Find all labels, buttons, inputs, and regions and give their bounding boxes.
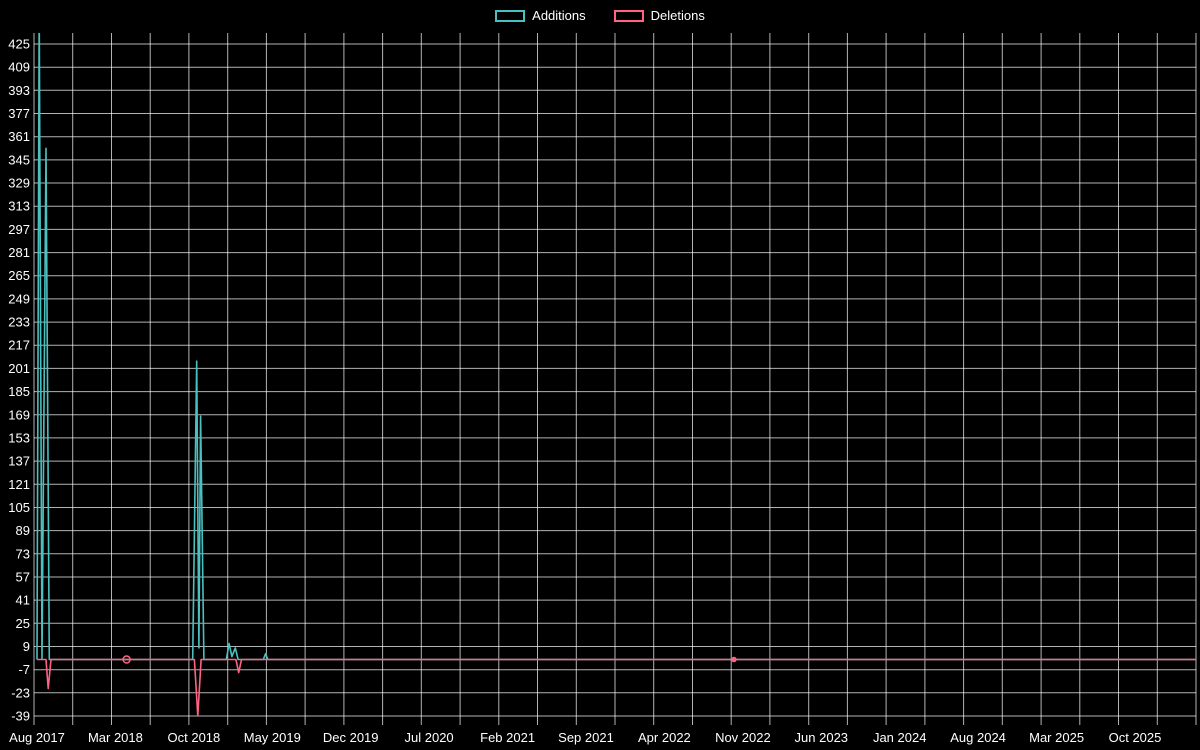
- svg-text:Apr 2022: Apr 2022: [638, 730, 691, 745]
- svg-text:Dec 2019: Dec 2019: [323, 730, 379, 745]
- svg-text:Aug 2017: Aug 2017: [9, 730, 65, 745]
- svg-text:57: 57: [16, 570, 30, 585]
- svg-text:297: 297: [8, 222, 30, 237]
- gridlines: [33, 33, 1197, 725]
- svg-text:329: 329: [8, 176, 30, 191]
- svg-text:Nov 2022: Nov 2022: [715, 730, 771, 745]
- svg-text:361: 361: [8, 129, 30, 144]
- svg-text:393: 393: [8, 83, 30, 98]
- svg-text:Jan 2024: Jan 2024: [873, 730, 927, 745]
- svg-text:233: 233: [8, 315, 30, 330]
- svg-text:Sep 2021: Sep 2021: [558, 730, 614, 745]
- series-line-deletions: [37, 658, 1196, 717]
- legend-item-deletions[interactable]: Deletions: [613, 8, 705, 23]
- svg-text:9: 9: [23, 639, 30, 654]
- svg-text:Jul 2020: Jul 2020: [405, 730, 454, 745]
- svg-text:Mar 2025: Mar 2025: [1029, 730, 1084, 745]
- svg-text:121: 121: [8, 477, 30, 492]
- svg-text:-39: -39: [11, 709, 30, 724]
- svg-text:41: 41: [16, 593, 30, 608]
- svg-text:-23: -23: [11, 685, 30, 700]
- svg-text:Aug 2024: Aug 2024: [950, 730, 1006, 745]
- svg-text:-7: -7: [18, 662, 30, 677]
- svg-text:73: 73: [16, 546, 30, 561]
- chart-legend: Additions Deletions: [0, 8, 1200, 23]
- svg-text:313: 313: [8, 199, 30, 214]
- svg-text:89: 89: [16, 523, 30, 538]
- svg-text:265: 265: [8, 268, 30, 283]
- data-point-marker-1: [731, 656, 737, 663]
- svg-text:249: 249: [8, 291, 30, 306]
- svg-text:201: 201: [8, 361, 30, 376]
- svg-text:281: 281: [8, 245, 30, 260]
- svg-text:Feb 2021: Feb 2021: [480, 730, 535, 745]
- svg-text:169: 169: [8, 407, 30, 422]
- legend-item-additions[interactable]: Additions: [495, 8, 586, 23]
- svg-text:377: 377: [8, 106, 30, 121]
- data-point-marker-0: [122, 655, 131, 664]
- x-axis-labels: Aug 2017 Mar 2018 Oct 2018 May 2019 Dec 2019…: [9, 730, 1161, 745]
- y-axis-labels: 425 409 393 377 361 345 329 313 297 281 265 249 233 2…: [8, 37, 30, 724]
- svg-text:137: 137: [8, 454, 30, 469]
- legend-swatch-deletions: [613, 9, 644, 22]
- svg-text:Mar 2018: Mar 2018: [88, 730, 143, 745]
- svg-text:Jun 2023: Jun 2023: [795, 730, 849, 745]
- svg-text:153: 153: [8, 430, 30, 445]
- svg-text:25: 25: [16, 616, 30, 631]
- svg-text:409: 409: [8, 60, 30, 75]
- svg-text:345: 345: [8, 152, 30, 167]
- legend-swatch-additions: [495, 9, 526, 22]
- svg-text:Oct 2018: Oct 2018: [168, 730, 221, 745]
- svg-text:May 2019: May 2019: [244, 730, 301, 745]
- svg-text:425: 425: [8, 37, 30, 52]
- svg-text:105: 105: [8, 500, 30, 515]
- svg-text:217: 217: [8, 338, 30, 353]
- legend-label-additions: Additions: [532, 8, 586, 23]
- series-line-additions: [36, 33, 1196, 661]
- legend-label-deletions: Deletions: [650, 8, 705, 23]
- svg-text:Oct 2025: Oct 2025: [1109, 730, 1162, 745]
- svg-text:185: 185: [8, 384, 30, 399]
